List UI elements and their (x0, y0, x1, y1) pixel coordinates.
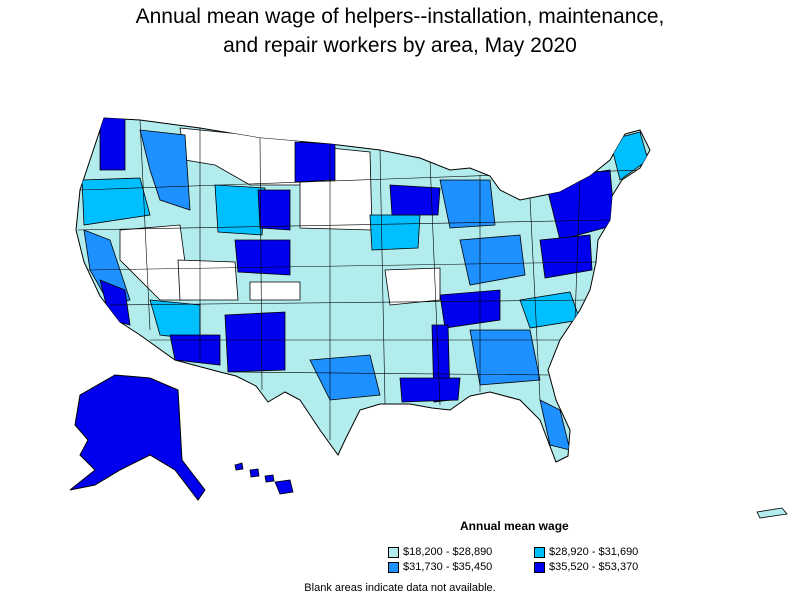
region-mid-low-wyoming (214, 184, 266, 236)
region-mid-high-michigan (439, 179, 496, 229)
legend-item-4: $35,520 - $53,370 (534, 561, 638, 573)
legend-swatch (388, 561, 399, 573)
region-high-great-lakes (389, 184, 441, 216)
region-high-colorado (234, 239, 291, 276)
region-high-mid-atlantic (539, 234, 593, 279)
region-mid-high-texas (309, 354, 381, 401)
region-mid-low-oregon (81, 177, 151, 226)
title-line-1: Annual mean wage of helpers--installatio… (135, 5, 665, 28)
legend-item-1: $18,200 - $28,890 (388, 546, 492, 558)
region-high-arizona-south (169, 334, 221, 366)
region-high-louisiana (399, 377, 461, 403)
legend-title: Annual mean wage (460, 519, 569, 533)
legend-item-2: $28,920 - $31,690 (534, 546, 638, 558)
region-nodata-mountain-west (119, 224, 191, 301)
legend-swatch (388, 546, 399, 558)
footnote: Blank areas indicate data not available. (304, 582, 496, 594)
region-nodata-missouri (384, 267, 441, 306)
region-mid-high-georgia (469, 329, 541, 386)
map-title: Annual mean wage of helpers--installatio… (0, 2, 800, 60)
legend-swatch (534, 561, 545, 573)
title-line-2: and repair workers by area, May 2020 (223, 34, 577, 57)
region-mid-low-iowa (369, 214, 421, 251)
region-high-new-mexico (224, 311, 286, 373)
legend-item-3: $31,730 - $35,450 (388, 561, 492, 573)
region-high-north-dakota (294, 141, 336, 183)
legend-label: $35,520 - $53,370 (549, 561, 639, 573)
region-nodata-kansas-strip (249, 281, 301, 301)
wage-regions (77, 118, 649, 451)
legend-swatch (534, 546, 545, 558)
region-nodata-nevada-utah (177, 259, 239, 301)
region-high-wyoming-east (257, 189, 291, 231)
legend-label: $31,730 - $35,450 (403, 561, 493, 573)
legend-label: $18,200 - $28,890 (403, 546, 493, 558)
puerto-rico (756, 507, 788, 519)
legend-label: $28,920 - $31,690 (549, 546, 639, 558)
region-mid-high-idaho (139, 129, 191, 211)
region-mid-high-ohio-valley (459, 234, 526, 286)
region-high-washington (99, 118, 126, 171)
hawaii (234, 462, 294, 495)
alaska (69, 374, 206, 501)
contiguous-us (75, 117, 651, 463)
